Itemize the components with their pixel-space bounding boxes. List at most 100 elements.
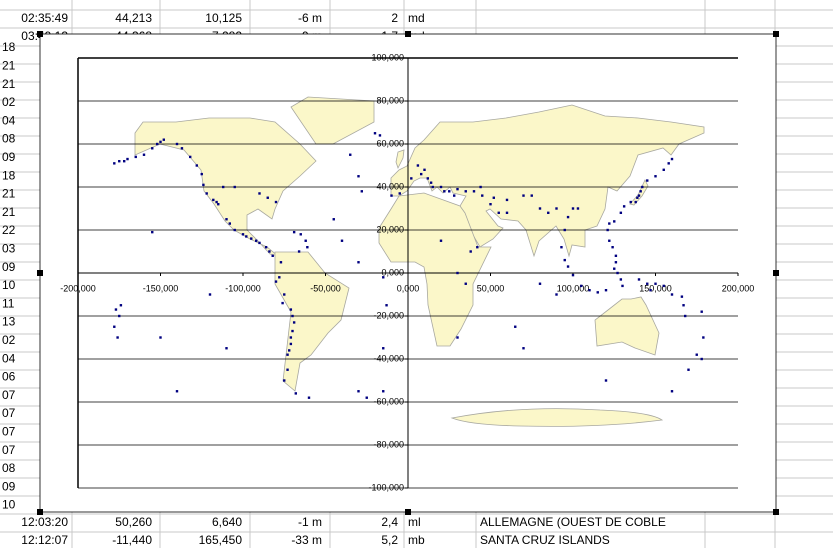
point [702,336,705,339]
handle[interactable] [773,270,779,276]
point [596,291,599,294]
point [456,336,459,339]
great-britain [395,149,405,170]
handle[interactable] [37,270,43,276]
point [481,194,484,197]
point [278,276,281,279]
point [439,185,443,189]
cell: 2 [391,11,398,25]
point [670,157,674,161]
point [286,368,289,371]
point [616,271,619,275]
cell: 165,450 [199,533,243,547]
point [195,164,198,167]
row-fragment: 06 [2,370,16,384]
point [385,304,388,307]
cell: 12:12:07 [21,533,68,547]
point [611,246,614,249]
row-fragment: 10 [2,278,16,292]
row-fragment: 10 [2,498,16,512]
handle[interactable] [773,31,779,37]
point [357,390,360,393]
row-fragment: 13 [2,315,16,329]
point [349,153,352,156]
point [175,390,179,393]
handle[interactable] [405,31,411,37]
point [580,284,583,288]
row-fragment: 09 [2,150,16,164]
point [340,239,344,242]
point [566,265,570,268]
plot-area: 100,000 80,000 60,000 40,000 20,000 0,000 -20,… [60,52,754,492]
point [294,392,297,395]
cell: 5,2 [381,533,398,547]
cell: 6,640 [212,515,242,529]
row-fragment: 07 [2,388,16,402]
point [555,293,558,296]
point [479,185,482,189]
row-fragment: 07 [2,443,16,457]
point [156,142,159,146]
point [613,267,616,270]
point [560,246,563,249]
point [299,233,302,236]
cell: -6 m [298,11,322,25]
point [670,390,674,393]
point [228,222,231,225]
point [292,230,296,234]
point [429,181,433,184]
point [646,179,649,182]
point [448,190,451,193]
handle[interactable] [405,509,411,515]
point [258,192,261,195]
point [443,190,446,193]
y-tick-label: 40,000 [376,181,404,191]
handle[interactable] [773,509,779,515]
point [614,261,618,264]
point [547,211,550,214]
x-tick-label: 50,000 [477,283,505,293]
point [614,254,618,257]
point [274,200,278,204]
point [563,228,566,232]
point [202,183,205,187]
point [162,138,165,141]
point [357,261,360,264]
row-fragment: 09 [2,260,16,274]
point [159,336,162,339]
world-map [134,96,705,427]
point [286,353,289,356]
handle[interactable] [37,509,43,515]
point [576,207,580,210]
point [126,157,129,161]
point [373,132,377,135]
point [464,190,467,193]
x-tick-label: 200,000 [722,283,755,293]
point [217,203,220,206]
point [113,325,116,328]
y-tick-label: 0,000 [381,267,404,277]
australia [594,296,660,356]
point [613,220,616,223]
point [398,192,401,195]
point [360,190,363,193]
point [357,175,360,178]
row-fragment: 18 [2,40,16,54]
point [208,293,212,296]
point [555,207,558,210]
point [439,239,443,242]
point [505,211,509,214]
point [622,205,626,208]
handle[interactable] [37,31,43,37]
point [649,289,652,292]
point [118,160,121,163]
point [662,168,665,171]
y-tick-label: -80,000 [373,439,404,449]
point [538,207,542,210]
point [680,295,684,298]
point [233,228,236,232]
point [571,207,575,210]
antarctica [450,408,664,427]
point [426,177,429,180]
